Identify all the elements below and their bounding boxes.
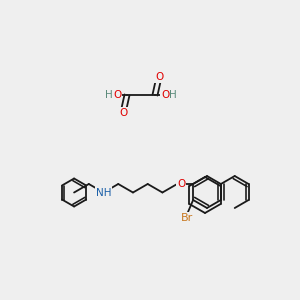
Text: O: O (155, 72, 163, 82)
Text: O: O (177, 179, 185, 189)
Text: H: H (169, 90, 177, 100)
Text: Br: Br (181, 213, 193, 223)
Text: O: O (113, 90, 121, 100)
Text: O: O (161, 90, 169, 100)
Text: NH: NH (96, 188, 111, 197)
Text: H: H (105, 90, 113, 100)
Text: O: O (119, 108, 127, 118)
